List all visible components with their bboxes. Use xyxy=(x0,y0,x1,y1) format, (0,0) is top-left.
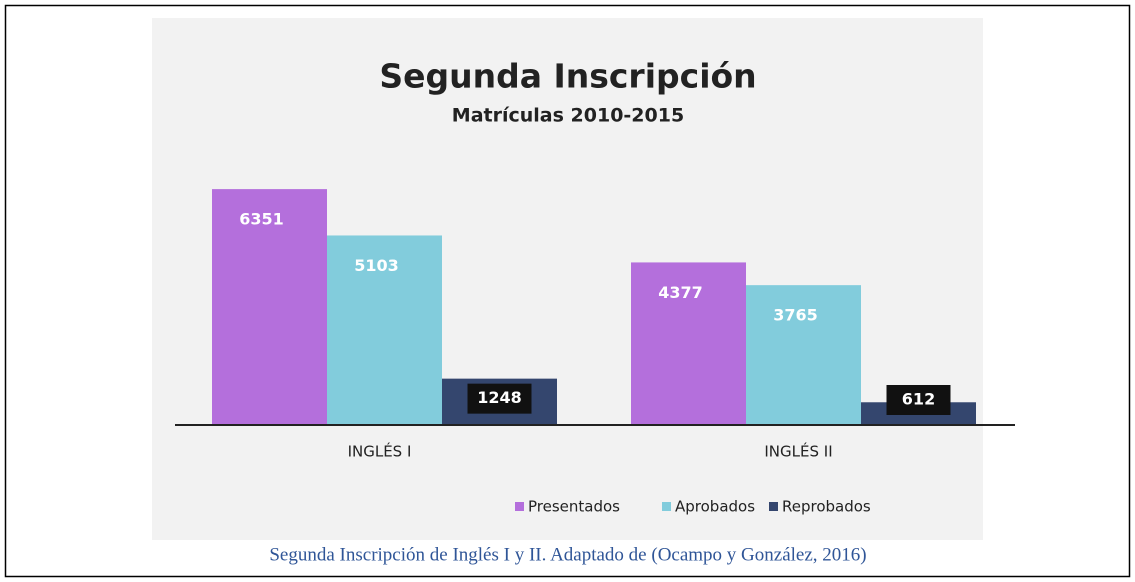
bar xyxy=(327,235,442,425)
chart-title: Segunda Inscripción xyxy=(379,57,756,96)
legend-label: Reprobados xyxy=(782,498,871,516)
caption: Segunda Inscripción de Inglés I y II. Ad… xyxy=(269,544,866,565)
bar xyxy=(746,285,861,425)
value-label: 612 xyxy=(902,390,935,409)
chart-subtitle: Matrículas 2010-2015 xyxy=(452,105,684,127)
legend-swatch xyxy=(769,502,778,511)
x-tick-label: INGLÉS I xyxy=(348,442,412,461)
legend-label: Aprobados xyxy=(675,498,755,516)
frame xyxy=(4,4,1131,578)
x-tick-label: INGLÉS II xyxy=(764,442,832,461)
value-label: 3765 xyxy=(773,306,818,325)
bar xyxy=(631,262,746,425)
bar xyxy=(212,189,327,425)
legend-swatch xyxy=(515,502,524,511)
value-label: 5103 xyxy=(354,256,399,275)
value-label: 6351 xyxy=(239,210,284,229)
label-box xyxy=(467,383,532,414)
label-box xyxy=(886,385,951,415)
legend-swatch xyxy=(662,502,671,511)
value-label: 1248 xyxy=(477,388,522,407)
value-label: 4377 xyxy=(658,283,703,302)
legend-label: Presentados xyxy=(528,498,620,516)
